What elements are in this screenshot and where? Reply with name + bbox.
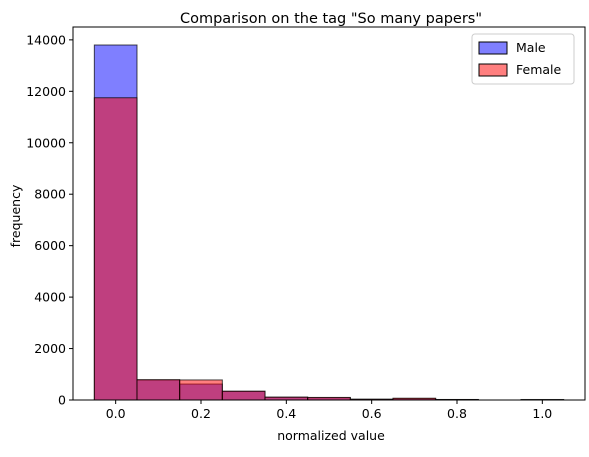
x-tick-label: 0.4: [276, 406, 296, 421]
x-axis-ticks: 0.0 0.2 0.4 0.6 0.8 1.0: [106, 400, 553, 421]
series-male: [94, 45, 563, 400]
x-tick-label: 0.2: [191, 406, 211, 421]
legend-label-male: Male: [516, 40, 546, 55]
bar-female: [222, 391, 265, 400]
y-tick-label: 10000: [26, 135, 66, 150]
legend: Male Female: [472, 34, 574, 84]
legend-label-female: Female: [516, 62, 562, 77]
x-tick-label: 0.6: [362, 406, 382, 421]
bar-female: [180, 380, 223, 400]
y-axis-ticks: 0 2000 4000 6000 8000 10000 12000 14000: [26, 32, 73, 407]
y-tick-label: 0: [58, 393, 66, 408]
y-tick-label: 12000: [26, 84, 66, 99]
y-tick-label: 4000: [34, 290, 66, 305]
bars-layer: [94, 45, 563, 400]
y-axis-label: frequency: [8, 184, 23, 247]
bar-female: [94, 98, 137, 400]
x-axis-label: normalized value: [277, 428, 385, 443]
series-female: [94, 98, 563, 400]
x-tick-label: 0.8: [447, 406, 467, 421]
legend-swatch-female: [479, 64, 507, 76]
y-tick-label: 6000: [34, 238, 66, 253]
x-tick-label: 0.0: [106, 406, 126, 421]
y-tick-label: 14000: [26, 32, 66, 47]
bar-female: [137, 380, 180, 400]
chart-title: Comparison on the tag "So many papers": [180, 11, 482, 27]
legend-swatch-male: [479, 42, 507, 54]
y-tick-label: 8000: [34, 187, 66, 202]
y-tick-label: 2000: [34, 341, 66, 356]
x-tick-label: 1.0: [532, 406, 552, 421]
